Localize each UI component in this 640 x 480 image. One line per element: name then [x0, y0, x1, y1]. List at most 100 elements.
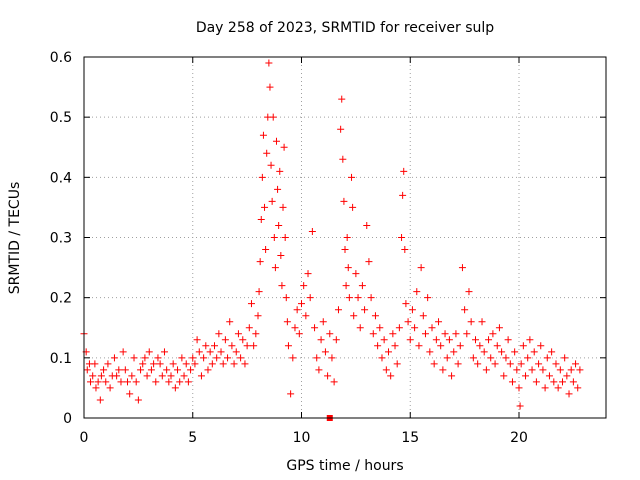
data-point-marker: [147, 366, 155, 374]
data-point-marker: [406, 336, 414, 344]
data-point-marker: [458, 264, 466, 272]
data-point-marker: [469, 354, 477, 362]
data-point-marker: [519, 342, 527, 350]
data-point-marker: [550, 378, 558, 386]
data-point-marker: [517, 360, 525, 368]
data-point-marker: [268, 197, 276, 205]
data-point-marker: [83, 366, 91, 374]
data-point-marker: [474, 360, 482, 368]
data-point-marker: [247, 300, 255, 308]
data-point-marker: [435, 318, 443, 326]
data-point-marker: [500, 372, 508, 380]
data-point-marker: [228, 342, 236, 350]
data-point-marker: [563, 372, 571, 380]
data-point-marker: [277, 252, 285, 260]
data-point-marker: [465, 288, 473, 296]
data-point-marker: [167, 372, 175, 380]
x-tick-label: 20: [510, 430, 528, 446]
x-tick-label: 10: [293, 430, 311, 446]
data-point-marker: [284, 342, 292, 350]
data-point-marker: [526, 336, 534, 344]
data-point-marker: [489, 330, 497, 338]
data-point-marker: [92, 384, 100, 392]
data-point-marker: [124, 378, 131, 386]
data-point-marker: [545, 372, 553, 380]
data-point-marker: [176, 378, 184, 386]
data-point-marker: [349, 203, 357, 211]
x-tick-label: 15: [401, 430, 419, 446]
data-point-marker: [334, 306, 342, 314]
data-point-marker: [221, 336, 229, 344]
data-point-marker: [152, 378, 160, 386]
data-point-marker: [100, 366, 108, 374]
data-point-marker: [456, 342, 464, 350]
data-point-marker: [128, 372, 136, 380]
data-point-marker: [506, 360, 514, 368]
data-point-marker: [348, 173, 356, 181]
data-point-marker: [401, 246, 409, 254]
data-point-marker: [480, 348, 488, 356]
data-point-marker: [265, 59, 273, 67]
data-point-marker: [338, 95, 346, 103]
data-point-marker: [321, 348, 329, 356]
data-point-marker: [522, 372, 530, 380]
data-point-marker: [369, 330, 377, 338]
data-point-marker: [232, 348, 240, 356]
data-point-marker: [328, 354, 336, 362]
data-point-marker: [430, 360, 438, 368]
data-point-marker: [206, 348, 214, 356]
data-point-marker: [182, 360, 190, 368]
data-point-marker: [452, 330, 460, 338]
data-point-marker: [241, 360, 249, 368]
data-point-marker: [515, 384, 523, 392]
data-point-marker: [393, 360, 401, 368]
data-point-marker: [391, 342, 399, 350]
data-point-marker: [574, 384, 582, 392]
data-point-marker: [443, 354, 451, 362]
data-point-marker: [502, 354, 510, 362]
axis-ticks: 0 5 10 15 20 0 0.1 0.2 0.3 0.4 0.5 0.6: [50, 50, 606, 446]
data-point-marker: [119, 348, 127, 356]
data-point-marker: [261, 203, 269, 211]
data-point-marker: [567, 366, 575, 374]
data-point-marker: [539, 366, 547, 374]
data-point-marker: [552, 360, 560, 368]
data-point-marker: [143, 372, 151, 380]
data-point-marker: [132, 378, 140, 386]
data-point-marker: [572, 360, 580, 368]
data-point-marker: [491, 360, 499, 368]
data-point-marker: [226, 318, 234, 326]
data-point-marker: [504, 336, 512, 344]
data-point-marker: [195, 348, 203, 356]
data-point-marker: [257, 215, 265, 223]
data-point-marker: [89, 372, 97, 380]
data-point-marker: [404, 318, 412, 326]
data-point-marker: [250, 342, 258, 350]
data-point-marker: [441, 330, 449, 338]
data-point-marker: [237, 354, 245, 362]
data-point-marker: [513, 366, 521, 374]
data-point-marker: [200, 354, 208, 362]
data-point-marker: [324, 372, 332, 380]
data-point-marker: [528, 366, 536, 374]
x-tick-label: 0: [80, 430, 89, 446]
data-point-marker: [399, 191, 407, 199]
data-point-marker: [224, 354, 232, 362]
y-tick-label: 0.4: [50, 170, 72, 186]
data-point-marker: [278, 282, 286, 290]
data-point-marker: [313, 354, 321, 362]
data-point-marker: [311, 324, 319, 332]
data-point-marker: [341, 246, 349, 254]
data-point-marker: [308, 227, 316, 235]
data-point-marker: [262, 246, 270, 254]
data-point-marker: [266, 83, 274, 91]
data-point-marker: [374, 342, 382, 350]
data-point-marker: [345, 294, 353, 302]
data-point-marker: [358, 282, 366, 290]
data-point-marker: [356, 324, 364, 332]
data-point-marker: [535, 360, 543, 368]
data-point-marker: [461, 306, 469, 314]
data-point-marker: [476, 342, 484, 350]
data-point-marker: [258, 173, 266, 181]
